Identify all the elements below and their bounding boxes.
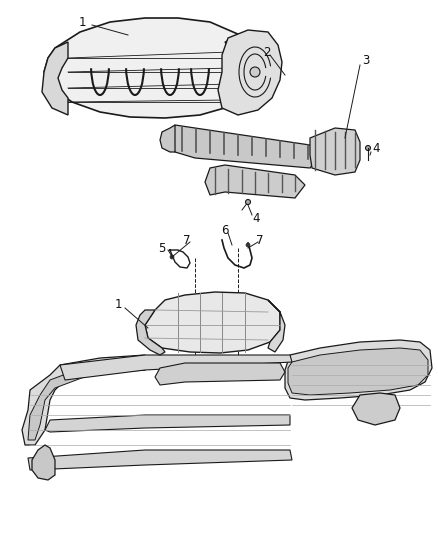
Circle shape bbox=[246, 243, 250, 247]
Circle shape bbox=[250, 67, 260, 77]
Text: 1: 1 bbox=[114, 298, 122, 311]
Polygon shape bbox=[170, 125, 320, 168]
Polygon shape bbox=[32, 445, 55, 480]
Text: 6: 6 bbox=[221, 223, 229, 237]
Polygon shape bbox=[288, 348, 428, 395]
Text: 2: 2 bbox=[263, 45, 271, 59]
Circle shape bbox=[365, 146, 371, 150]
Polygon shape bbox=[45, 415, 290, 432]
Polygon shape bbox=[218, 30, 282, 115]
Polygon shape bbox=[352, 393, 400, 425]
Polygon shape bbox=[136, 310, 165, 355]
Polygon shape bbox=[44, 18, 260, 118]
Polygon shape bbox=[28, 362, 145, 440]
Polygon shape bbox=[225, 35, 260, 105]
Text: 7: 7 bbox=[183, 233, 191, 246]
Circle shape bbox=[170, 255, 174, 259]
Text: 4: 4 bbox=[372, 141, 379, 155]
Text: 5: 5 bbox=[158, 241, 166, 254]
Polygon shape bbox=[268, 300, 285, 352]
Text: 4: 4 bbox=[252, 212, 259, 224]
Text: 3: 3 bbox=[362, 53, 369, 67]
Polygon shape bbox=[205, 165, 305, 198]
Polygon shape bbox=[310, 128, 360, 175]
Polygon shape bbox=[22, 355, 145, 445]
Text: 7: 7 bbox=[256, 233, 264, 246]
Polygon shape bbox=[160, 125, 175, 152]
Polygon shape bbox=[28, 450, 292, 470]
Circle shape bbox=[246, 199, 251, 205]
Polygon shape bbox=[42, 42, 68, 115]
Polygon shape bbox=[285, 340, 432, 400]
Polygon shape bbox=[60, 355, 292, 380]
Polygon shape bbox=[155, 363, 285, 385]
Polygon shape bbox=[145, 292, 280, 353]
Text: 1: 1 bbox=[78, 15, 86, 28]
